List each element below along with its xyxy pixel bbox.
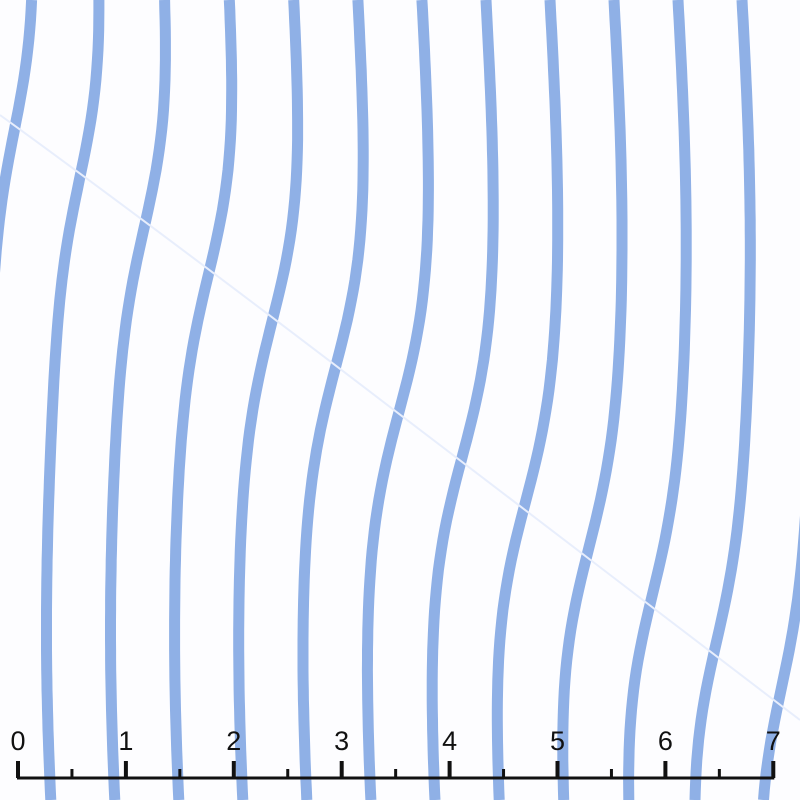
ruler-label: 0 [10,726,26,756]
fabric-stripe [491,0,564,800]
ruler-label: 2 [226,726,242,756]
fabric-stripe [361,0,434,800]
ruler-label: 4 [442,726,458,756]
fabric-stripe [758,515,800,800]
ruler-label: 1 [118,726,134,756]
fabric-stripe [169,0,238,800]
ruler-label: 3 [334,726,350,756]
fabric-stripe [689,0,756,800]
fabric-stripe [623,0,692,800]
fabric-fold-line [0,114,800,721]
ruler-label: 5 [549,726,566,756]
fabric-stripe [105,0,171,800]
fabric-stripe [557,0,628,800]
ruler-label: 7 [765,726,781,756]
fabric-stripe [297,0,369,800]
ruler-label: 6 [657,726,673,756]
ruler [16,761,776,780]
fabric-stripe [426,0,499,800]
fabric-stripe [0,0,38,274]
fabric-stripe [41,0,105,800]
fabric-stripe [233,0,304,800]
